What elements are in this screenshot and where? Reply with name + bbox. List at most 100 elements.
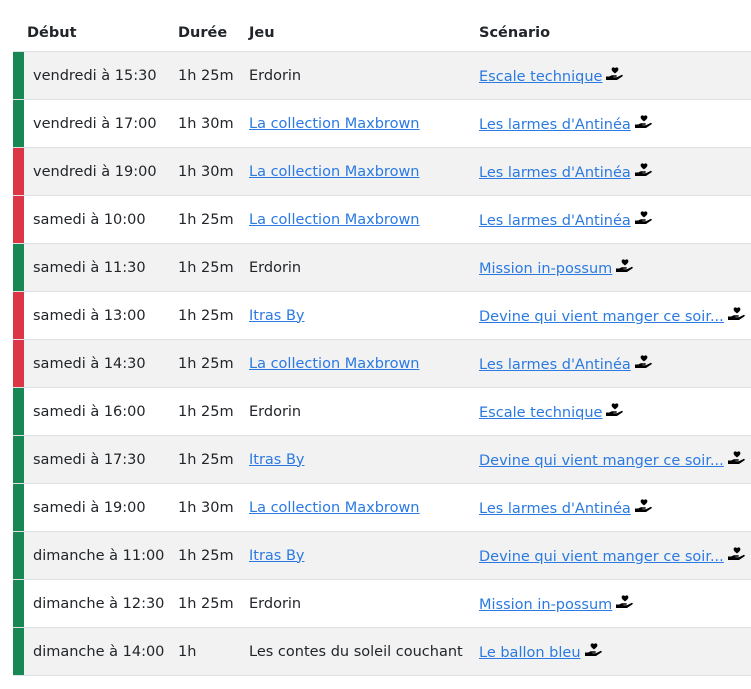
hand-holding-heart-icon: [634, 162, 653, 179]
game-cell: Itras By: [249, 531, 479, 580]
header-start: Début: [24, 14, 178, 52]
scenario-cell: Escale technique: [479, 387, 751, 436]
start-cell: dimanche à 14:00: [24, 627, 178, 676]
status-indicator-full: [13, 339, 24, 388]
scenario-link[interactable]: Mission in-possum: [479, 596, 613, 613]
status-indicator-ok: [13, 435, 24, 484]
start-cell: samedi à 19:00: [24, 483, 178, 532]
game-link[interactable]: Itras By: [249, 547, 305, 564]
status-indicator-ok: [13, 627, 24, 676]
hand-holding-heart-icon: [634, 498, 653, 515]
hand-holding-heart-icon: [634, 210, 653, 227]
table-row: vendredi à 17:00 1h 30m La collection Maxb…: [13, 99, 751, 148]
start-cell: samedi à 13:00: [24, 291, 178, 340]
start-cell: samedi à 10:00: [24, 195, 178, 244]
scenario-cell: Les larmes d'Antinéa: [479, 195, 751, 244]
duration-cell: 1h 25m: [178, 195, 249, 244]
scenario-cell: Le ballon bleu: [479, 627, 751, 676]
status-indicator-ok: [13, 483, 24, 532]
table-row: samedi à 11:30 1h 25m Erdorin Mission in-po…: [13, 243, 751, 292]
game-link[interactable]: La collection Maxbrown: [249, 499, 420, 516]
game-cell: Itras By: [249, 435, 479, 484]
game-name: Erdorin: [249, 67, 302, 84]
table-row: samedi à 14:30 1h 25m La collection Maxbro…: [13, 339, 751, 388]
status-indicator-ok: [13, 99, 24, 148]
scenario-cell: Devine qui vient manger ce soir...: [479, 291, 751, 340]
hand-holding-heart-icon: [616, 258, 634, 275]
game-cell: La collection Maxbrown: [249, 99, 479, 148]
duration-cell: 1h 25m: [178, 531, 249, 580]
game-cell: Erdorin: [249, 579, 479, 628]
duration-cell: 1h 25m: [178, 579, 249, 628]
duration-cell: 1h 25m: [178, 339, 249, 388]
start-cell: samedi à 16:00: [24, 387, 178, 436]
status-indicator-ok: [13, 531, 24, 580]
scenario-link[interactable]: Les larmes d'Antinéa: [479, 500, 631, 517]
scenario-link[interactable]: Les larmes d'Antinéa: [479, 212, 631, 229]
game-link[interactable]: La collection Maxbrown: [249, 163, 420, 180]
game-cell: Erdorin: [249, 51, 479, 100]
duration-cell: 1h 25m: [178, 51, 249, 100]
hand-holding-heart-icon: [634, 114, 653, 131]
game-cell: Les contes du soleil couchant: [249, 627, 479, 676]
hand-holding-heart-icon: [727, 306, 746, 323]
scenario-link[interactable]: Les larmes d'Antinéa: [479, 356, 631, 373]
game-link[interactable]: La collection Maxbrown: [249, 115, 420, 132]
duration-cell: 1h 30m: [178, 147, 249, 196]
table-row: vendredi à 19:00 1h 30m La collection Maxb…: [13, 147, 751, 196]
game-cell: La collection Maxbrown: [249, 483, 479, 532]
game-cell: Erdorin: [249, 243, 479, 292]
header-scenario: Scénario: [479, 14, 751, 52]
scenario-link[interactable]: Escale technique: [479, 68, 603, 85]
hand-holding-heart-icon: [606, 66, 624, 83]
status-indicator-full: [13, 291, 24, 340]
game-cell: Erdorin: [249, 387, 479, 436]
start-cell: vendredi à 17:00: [24, 99, 178, 148]
scenario-cell: Les larmes d'Antinéa: [479, 147, 751, 196]
scenario-link[interactable]: Les larmes d'Antinéa: [479, 164, 631, 181]
hand-holding-heart-icon: [584, 642, 603, 659]
game-cell: La collection Maxbrown: [249, 147, 479, 196]
hand-holding-heart-icon: [727, 450, 746, 467]
table-header: Début Durée Jeu Scénario: [13, 14, 751, 52]
status-indicator-ok: [13, 387, 24, 436]
game-name: Erdorin: [249, 595, 302, 612]
header-duration: Durée: [178, 14, 249, 52]
table-row: vendredi à 15:30 1h 25m Erdorin Escale tech…: [13, 51, 751, 100]
duration-cell: 1h 30m: [178, 99, 249, 148]
scenario-link[interactable]: Escale technique: [479, 404, 603, 421]
game-link[interactable]: Itras By: [249, 451, 305, 468]
start-cell: vendredi à 15:30: [24, 51, 178, 100]
scenario-cell: Les larmes d'Antinéa: [479, 99, 751, 148]
table-row: dimanche à 12:30 1h 25m Erdorin Mission in-…: [13, 579, 751, 628]
status-indicator-ok: [13, 579, 24, 628]
game-cell: Itras By: [249, 291, 479, 340]
scenario-link[interactable]: Devine qui vient manger ce soir...: [479, 308, 724, 325]
start-cell: samedi à 14:30: [24, 339, 178, 388]
duration-cell: 1h 25m: [178, 435, 249, 484]
scenario-cell: Les larmes d'Antinéa: [479, 339, 751, 388]
scenario-link[interactable]: Devine qui vient manger ce soir...: [479, 452, 724, 469]
game-cell: La collection Maxbrown: [249, 339, 479, 388]
duration-cell: 1h 25m: [178, 291, 249, 340]
table-row: samedi à 19:00 1h 30m La collection Maxbro…: [13, 483, 751, 532]
sessions-table: Début Durée Jeu Scénario vendredi à 15:3…: [13, 14, 751, 676]
table-row: samedi à 16:00 1h 25m Erdorin Escale techni…: [13, 387, 751, 436]
game-link[interactable]: La collection Maxbrown: [249, 211, 420, 228]
game-link[interactable]: Itras By: [249, 307, 305, 324]
scenario-link[interactable]: Les larmes d'Antinéa: [479, 116, 631, 133]
game-link[interactable]: La collection Maxbrown: [249, 355, 420, 372]
table-row: dimanche à 11:00 1h 25m Itras By Devine qui…: [13, 531, 751, 580]
hand-holding-heart-icon: [727, 546, 746, 563]
scenario-link[interactable]: Le ballon bleu: [479, 644, 581, 661]
scenario-cell: Mission in-possum: [479, 243, 751, 292]
hand-holding-heart-icon: [616, 594, 634, 611]
hand-holding-heart-icon: [606, 402, 624, 419]
scenario-link[interactable]: Devine qui vient manger ce soir...: [479, 548, 724, 565]
game-name: Erdorin: [249, 403, 302, 420]
duration-cell: 1h 25m: [178, 387, 249, 436]
scenario-link[interactable]: Mission in-possum: [479, 260, 613, 277]
hand-holding-heart-icon: [634, 354, 653, 371]
table-row: samedi à 17:30 1h 25m Itras By Devine qui v…: [13, 435, 751, 484]
start-cell: dimanche à 12:30: [24, 579, 178, 628]
